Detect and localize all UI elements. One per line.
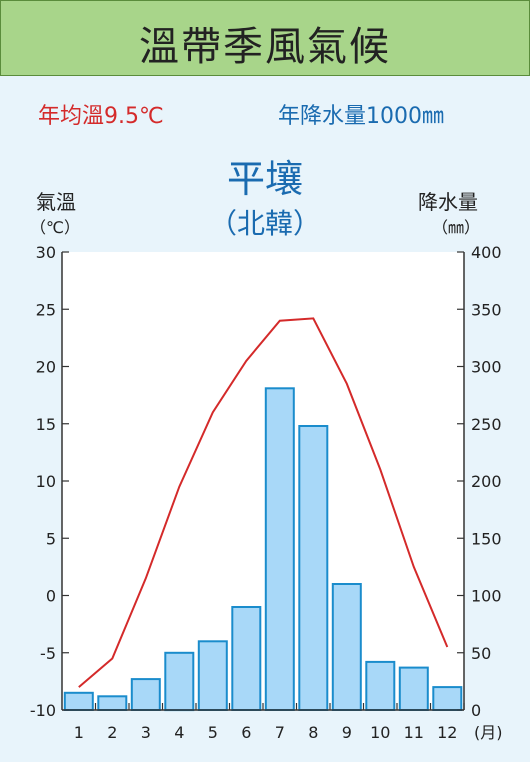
annual-precipitation: 年降水量1000㎜ bbox=[278, 104, 444, 129]
precipitation-bar-3 bbox=[130, 678, 161, 711]
left-tick-label: 15 bbox=[36, 415, 56, 434]
precipitation-bar-12 bbox=[432, 686, 463, 711]
x-tick-label: 5 bbox=[208, 723, 218, 742]
left-tick-label: 20 bbox=[36, 358, 56, 377]
x-tick-label: 4 bbox=[174, 723, 184, 742]
precipitation-bar-7 bbox=[264, 387, 295, 711]
title-banner bbox=[0, 0, 530, 76]
temperature-line bbox=[78, 317, 449, 688]
precipitation-bar-9 bbox=[331, 583, 362, 711]
city-country: （北韓） bbox=[208, 207, 321, 240]
x-tick-label: 10 bbox=[370, 723, 390, 742]
city-name: 平壤 bbox=[226, 157, 303, 201]
left-tick-label: -10 bbox=[30, 701, 56, 720]
right-tick-label: 400 bbox=[471, 243, 502, 262]
x-tick-label: 2 bbox=[107, 723, 117, 742]
right-tick-label: 300 bbox=[471, 358, 502, 377]
precipitation-bar-11 bbox=[398, 666, 429, 711]
right-tick-label: 50 bbox=[471, 644, 491, 663]
precipitation-bar-8 bbox=[298, 425, 329, 711]
precipitation-bar-4 bbox=[164, 651, 195, 712]
x-tick-label: 7 bbox=[275, 723, 285, 742]
precipitation-bar-10 bbox=[365, 660, 396, 712]
left-tick-label: 10 bbox=[36, 472, 56, 491]
left-axis-title: 氣溫 bbox=[36, 190, 76, 214]
left-axis-unit: （℃） bbox=[30, 218, 80, 237]
x-tick-label: 9 bbox=[342, 723, 352, 742]
right-tick-label: 350 bbox=[471, 300, 502, 319]
left-tick-label: 25 bbox=[36, 300, 56, 319]
x-axis-unit: (月) bbox=[474, 723, 503, 742]
precipitation-bar-1 bbox=[63, 691, 94, 711]
left-tick-label: 0 bbox=[46, 587, 56, 606]
right-axis-unit: （㎜） bbox=[432, 218, 481, 237]
x-tick-label: 11 bbox=[404, 723, 424, 742]
x-tick-label: 1 bbox=[74, 723, 84, 742]
x-tick-label: 3 bbox=[141, 723, 151, 742]
precipitation-bar-2 bbox=[97, 695, 128, 711]
left-tick-label: -5 bbox=[40, 644, 56, 663]
right-tick-label: 150 bbox=[471, 529, 502, 548]
right-tick-label: 100 bbox=[471, 587, 502, 606]
left-tick-label: 5 bbox=[46, 529, 56, 548]
right-tick-label: 0 bbox=[471, 701, 481, 720]
x-tick-label: 12 bbox=[437, 723, 457, 742]
x-tick-label: 8 bbox=[308, 723, 318, 742]
page-title: 溫帶季風氣候 bbox=[139, 24, 391, 70]
precipitation-bar-6 bbox=[231, 606, 262, 711]
right-axis-title: 降水量 bbox=[418, 190, 478, 214]
plot-area bbox=[62, 252, 464, 710]
precipitation-bar-5 bbox=[197, 640, 228, 711]
left-tick-label: 30 bbox=[36, 243, 56, 262]
right-tick-label: 250 bbox=[471, 415, 502, 434]
right-tick-label: 200 bbox=[471, 472, 502, 491]
annual-temperature: 年均溫9.5℃ bbox=[38, 104, 164, 129]
x-tick-label: 6 bbox=[241, 723, 251, 742]
